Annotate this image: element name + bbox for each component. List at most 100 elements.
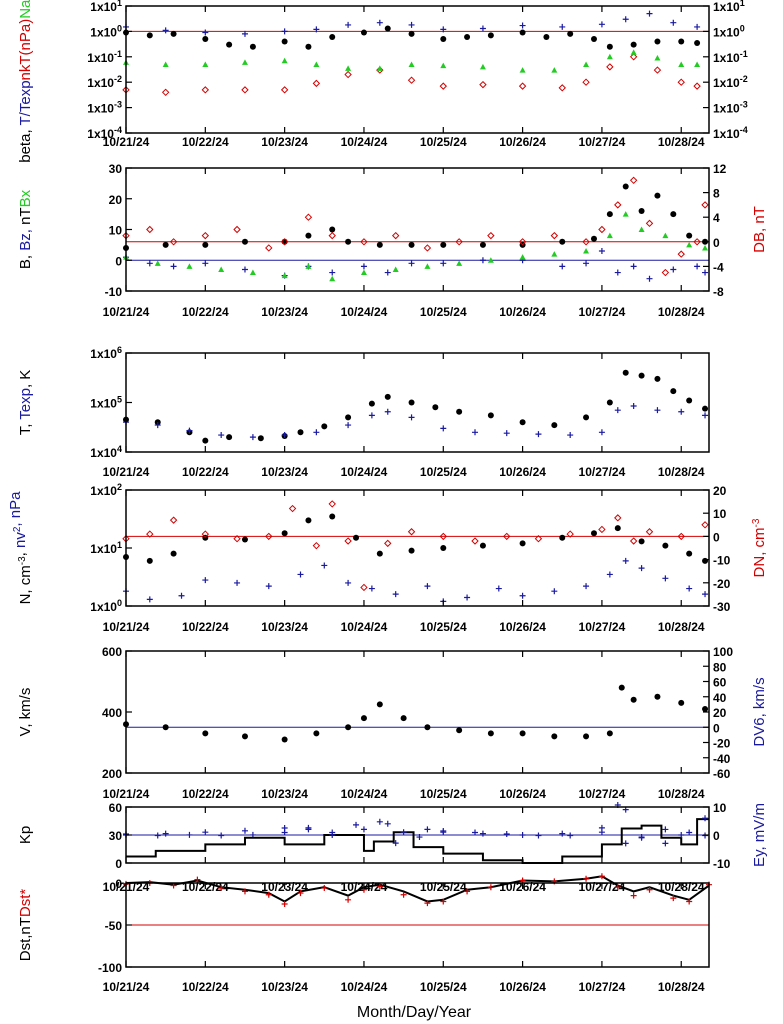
point-DN-19	[614, 514, 622, 522]
x-tick-label: 10/23/24	[261, 305, 308, 319]
tick-base: 1x10	[90, 25, 117, 39]
point-DN-3	[201, 530, 210, 538]
y-tick-label-right: -40	[713, 752, 731, 766]
x-tick-label: 10/23/24	[261, 787, 308, 801]
x-tick-label: 10/21/24	[103, 465, 150, 479]
point-Bz-3	[202, 260, 209, 267]
point-Bx-17	[622, 211, 629, 217]
label-part: Ey, mV/m	[751, 803, 768, 867]
point-Ey-20	[702, 815, 709, 822]
point-nv2-17	[583, 583, 590, 590]
point-V-6	[345, 724, 352, 731]
point-T/Texp-5	[313, 26, 320, 33]
y-tick-label-right: 1x10-2	[713, 74, 748, 90]
point-DB-22	[677, 250, 685, 258]
y-tick-label-right: -20	[713, 577, 731, 591]
point-beta-7	[305, 43, 312, 50]
point-DB-9	[360, 238, 368, 246]
x-tick-label: 10/27/24	[579, 787, 626, 801]
tick-exponent: 6	[117, 345, 122, 355]
point-T/Texp-13	[598, 21, 605, 28]
point-N-6	[305, 517, 312, 524]
point-Bz-8	[360, 263, 367, 270]
y-tick-label-left: 0	[115, 254, 122, 268]
point-B-18	[654, 192, 661, 199]
point-N-10	[408, 547, 415, 554]
point-Texp-17	[614, 407, 621, 414]
y-tick-label-right: 100	[713, 645, 733, 659]
point-Bz-17	[614, 269, 621, 276]
point-T-24	[686, 397, 693, 404]
tick-exponent: 2	[117, 482, 122, 492]
point-Bz-4	[241, 266, 248, 273]
point-Ey-18	[662, 840, 669, 847]
point-DB-4	[233, 225, 241, 234]
y-tick-label-left: 1x101	[90, 540, 122, 556]
point-DB-7	[304, 213, 313, 221]
point-nkT(nPa)-9	[439, 82, 447, 90]
tick-base: -40	[713, 752, 731, 766]
point-Na/Np-11	[519, 67, 526, 73]
point-DV6-10	[392, 840, 399, 847]
point-B-7	[345, 238, 352, 245]
point-T-10	[368, 400, 375, 407]
label-part: , nPa	[7, 491, 24, 527]
point-Bx-6	[305, 263, 312, 269]
point-Ey-13	[519, 832, 526, 838]
point-Dst*-6	[265, 891, 272, 898]
point-beta-12	[440, 36, 447, 43]
y-tick-label-right: -30	[713, 600, 731, 614]
point-Na/Np-3	[241, 59, 248, 65]
point-B-11	[479, 241, 486, 248]
y-tick-label-left: -50	[105, 919, 123, 933]
tick-base: 100	[713, 645, 733, 659]
y-tick-label-right: 0	[713, 530, 720, 544]
point-N-14	[559, 534, 566, 541]
point-DB-11	[423, 244, 432, 252]
label-part: -3	[17, 556, 28, 565]
point-Texp-14	[535, 431, 542, 438]
label-part: -3	[751, 518, 762, 527]
point-Texp-4	[249, 434, 256, 441]
point-DV6-1	[154, 832, 161, 839]
point-nv2-14	[495, 585, 502, 592]
point-Ey-9	[400, 829, 407, 836]
point-T/Texp-1	[162, 27, 169, 34]
point-DB-16	[582, 238, 590, 246]
x-tick-label: 10/22/24	[182, 980, 229, 994]
panel-2: 10/21/24 10/22/24 10/23/24 10/24/24 10/25/24…	[17, 345, 710, 479]
label-part: DN, cm	[751, 527, 768, 577]
tick-exponent: -1	[740, 49, 748, 59]
tick-base: -20	[713, 737, 731, 751]
y-axis-label-left-1: B, Bz, nTBx	[17, 189, 34, 269]
point-Dst*-7	[281, 901, 288, 907]
point-Dst*-5	[241, 888, 248, 895]
point-nv2-11	[424, 583, 431, 590]
point-DV6-15	[535, 832, 542, 839]
point-Texp-2	[186, 427, 193, 434]
y-axis-label-left-2: T, Texp, K	[17, 370, 34, 436]
panels: 10/21/24 10/22/24 10/23/24 10/24/24 10/25/24…	[7, 0, 768, 994]
x-tick-label: 10/24/24	[341, 135, 388, 149]
point-V-18	[630, 696, 637, 703]
point-V-4	[281, 736, 288, 743]
y-tick-label-left: 1x105	[90, 395, 122, 411]
point-Bx-18	[638, 226, 645, 232]
point-T/Texp-4	[281, 28, 288, 35]
y-tick-label-left: 1x10-1	[87, 49, 122, 65]
point-V-8	[376, 701, 383, 708]
point-Texp-5	[281, 432, 288, 439]
x-tick-label: 10/27/24	[579, 135, 626, 149]
point-N-2	[170, 550, 177, 557]
panel-0: 10/21/24 10/22/24 10/23/24 10/24/24 10/25/24…	[17, 0, 748, 163]
label-part: Dst*	[17, 889, 34, 918]
y-tick-label-right: 4	[713, 211, 720, 225]
point-B-6	[329, 226, 336, 233]
point-B-9	[408, 241, 415, 248]
point-V-15	[583, 733, 590, 740]
x-tick-label: 10/28/24	[658, 980, 705, 994]
point-Texp-15	[567, 432, 574, 439]
y-tick-label-right: 10	[713, 801, 727, 815]
y-tick-label-left: 1x10-2	[87, 74, 122, 90]
point-B-5	[305, 232, 312, 239]
